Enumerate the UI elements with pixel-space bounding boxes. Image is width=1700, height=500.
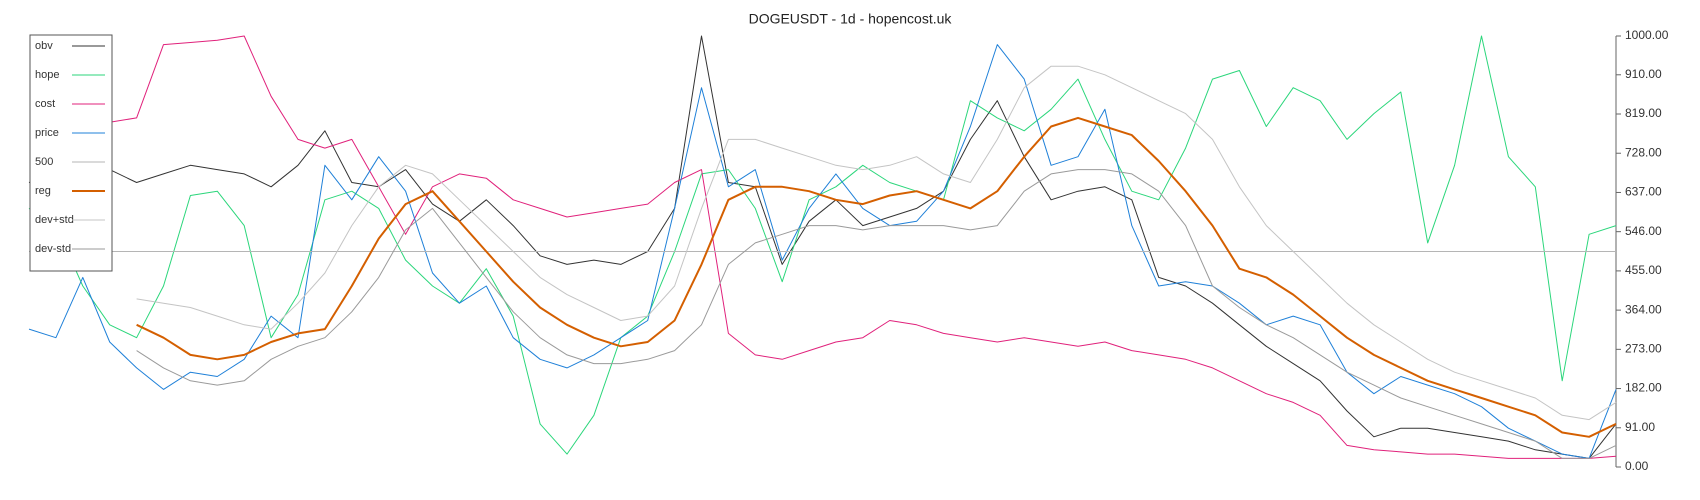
legend-label: cost: [35, 98, 55, 110]
y-tick-label: 728.00: [1625, 145, 1662, 159]
series-line: [136, 116, 1617, 438]
y-tick-label: 364.00: [1625, 302, 1662, 316]
legend-label: obv: [35, 40, 53, 52]
y-tick-label: 182.00: [1625, 381, 1662, 395]
y-tick-label: 455.00: [1625, 263, 1662, 277]
y-tick-label: 546.00: [1625, 224, 1662, 238]
series-line: [109, 35, 1617, 459]
legend-label: 500: [35, 156, 53, 168]
series-line: [136, 169, 1617, 459]
series-line: [28, 35, 1617, 455]
y-tick-label: 91.00: [1625, 420, 1655, 434]
legend-label: hope: [35, 69, 59, 81]
legend-label: dev-std: [35, 243, 71, 255]
legend: obv hope cost price 500 reg dev+std dev-std: [29, 34, 113, 272]
y-tick-label: 273.00: [1625, 342, 1662, 356]
y-tick-label: 1000.00: [1625, 28, 1669, 42]
legend-box: [29, 34, 113, 272]
y-tick-label: 0.00: [1625, 459, 1649, 473]
series-line: [28, 35, 1617, 459]
y-tick-label: 910.00: [1625, 67, 1662, 81]
legend-label: dev+std: [35, 214, 74, 226]
plot-area: 0.00 91.00 182.00 273.00 364.00 455.00 546.00 6…: [28, 28, 1669, 473]
series-line: [136, 65, 1617, 421]
legend-label: price: [35, 127, 59, 139]
legend-label: reg: [35, 185, 51, 197]
y-tick-label: 819.00: [1625, 106, 1662, 120]
chart-title: DOGEUSDT - 1d - hopencost.uk: [749, 11, 953, 27]
y-tick-label: 637.00: [1625, 185, 1662, 199]
